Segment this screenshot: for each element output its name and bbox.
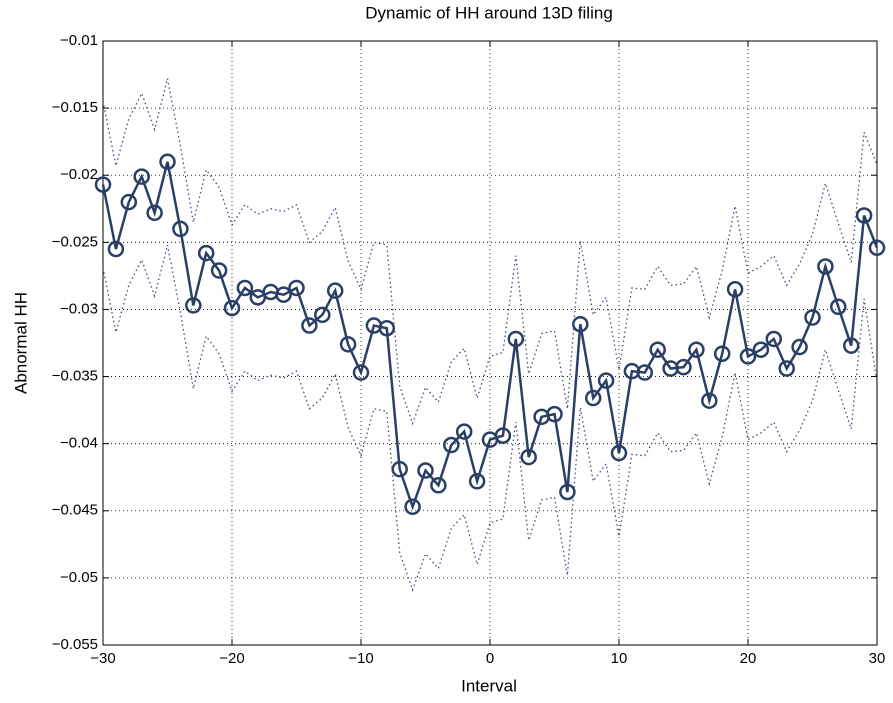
marker [778, 360, 795, 377]
marker [830, 298, 847, 316]
y-tick-label: −0.03 [60, 300, 98, 317]
marker [791, 338, 808, 356]
y-tick-label: −0.025 [52, 233, 98, 250]
series-line [101, 161, 879, 511]
x-tick-label: 10 [611, 650, 628, 667]
x-axis-label: Interval [461, 676, 517, 695]
marker [649, 341, 666, 358]
marker [675, 358, 692, 376]
band-line [102, 244, 878, 592]
marker [520, 448, 537, 466]
marker [326, 282, 344, 299]
marker [765, 330, 783, 348]
marker [94, 176, 112, 193]
marker [636, 364, 654, 381]
x-tick-label: 30 [869, 650, 886, 667]
marker [275, 286, 292, 303]
marker [443, 436, 460, 454]
y-tick-label: −0.035 [52, 368, 98, 385]
marker [468, 472, 486, 490]
chart-title: Dynamic of HH around 13D filing [365, 3, 613, 22]
marker [752, 341, 770, 358]
marker [804, 309, 821, 326]
x-tick-label: 0 [486, 650, 494, 667]
marker [817, 258, 834, 275]
y-tick-label: −0.015 [52, 99, 98, 116]
marker [404, 498, 421, 516]
marker [185, 297, 202, 314]
marker [120, 193, 138, 211]
marker [494, 427, 512, 444]
marker [159, 153, 176, 171]
marker [546, 405, 563, 423]
band-line [102, 78, 878, 426]
marker [726, 281, 744, 298]
marker [210, 262, 228, 279]
y-axis-label: Abnormal HH [11, 292, 30, 394]
marker [352, 364, 370, 381]
marker [455, 423, 473, 440]
y-tick-label: −0.055 [52, 636, 98, 653]
marker [417, 462, 434, 479]
marker [391, 460, 408, 478]
marker [133, 168, 150, 185]
x-tick-label: −10 [348, 650, 373, 667]
marker [236, 279, 254, 297]
y-tick-label: −0.02 [60, 166, 98, 183]
x-tick-label: −30 [90, 650, 115, 667]
y-tick-label: −0.05 [60, 569, 98, 586]
marker [301, 317, 318, 334]
marker [314, 306, 331, 324]
marker [713, 345, 731, 362]
y-tick-label: −0.04 [60, 435, 98, 452]
marker [597, 372, 615, 389]
marker [701, 392, 718, 409]
marker [288, 279, 305, 297]
marker [855, 207, 873, 224]
marker [868, 239, 886, 256]
y-tick-label: −0.01 [60, 32, 98, 49]
marker [339, 336, 357, 353]
marker [739, 348, 757, 365]
x-tick-label: −20 [219, 650, 244, 667]
marker [197, 244, 215, 262]
plot-frame [102, 40, 878, 646]
x-tick-label: 20 [740, 650, 757, 667]
marker [688, 341, 705, 358]
marker [584, 389, 602, 407]
marker [610, 444, 628, 462]
marker [430, 477, 447, 494]
marker [842, 337, 860, 354]
marker [507, 330, 525, 348]
marker [146, 204, 163, 222]
marker [107, 240, 125, 258]
y-tick-label: −0.045 [52, 502, 98, 519]
marker [172, 220, 189, 238]
marker [223, 299, 241, 317]
